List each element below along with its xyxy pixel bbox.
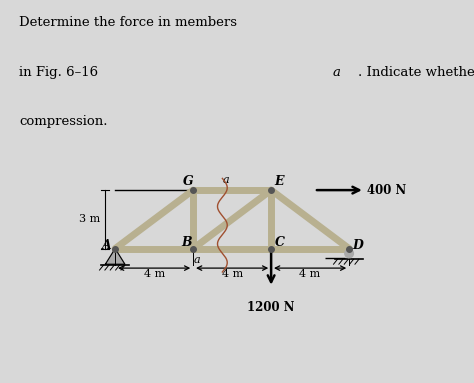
Text: in Fig. 6–16: in Fig. 6–16 — [19, 66, 98, 79]
Text: C: C — [274, 236, 284, 249]
Text: 4 m: 4 m — [300, 269, 321, 279]
Text: 4 m: 4 m — [221, 269, 243, 279]
Text: Determine the force in members: Determine the force in members — [19, 16, 241, 29]
Text: D: D — [353, 239, 364, 252]
Text: 400 N: 400 N — [367, 183, 406, 196]
Polygon shape — [105, 249, 125, 264]
Text: . Indicate whether the members are in tension or: . Indicate whether the members are in te… — [358, 66, 474, 79]
Text: a: a — [194, 255, 201, 265]
Text: 1200 N: 1200 N — [247, 301, 295, 314]
Text: a: a — [223, 175, 229, 185]
Text: G: G — [183, 175, 194, 188]
Text: compression.: compression. — [19, 115, 108, 128]
Text: 4 m: 4 m — [144, 269, 165, 279]
Text: E: E — [274, 175, 283, 188]
Circle shape — [345, 249, 354, 258]
Text: B: B — [182, 236, 192, 249]
Text: A: A — [101, 239, 111, 252]
Text: 3 m: 3 m — [79, 214, 100, 224]
Text: a: a — [332, 66, 340, 79]
